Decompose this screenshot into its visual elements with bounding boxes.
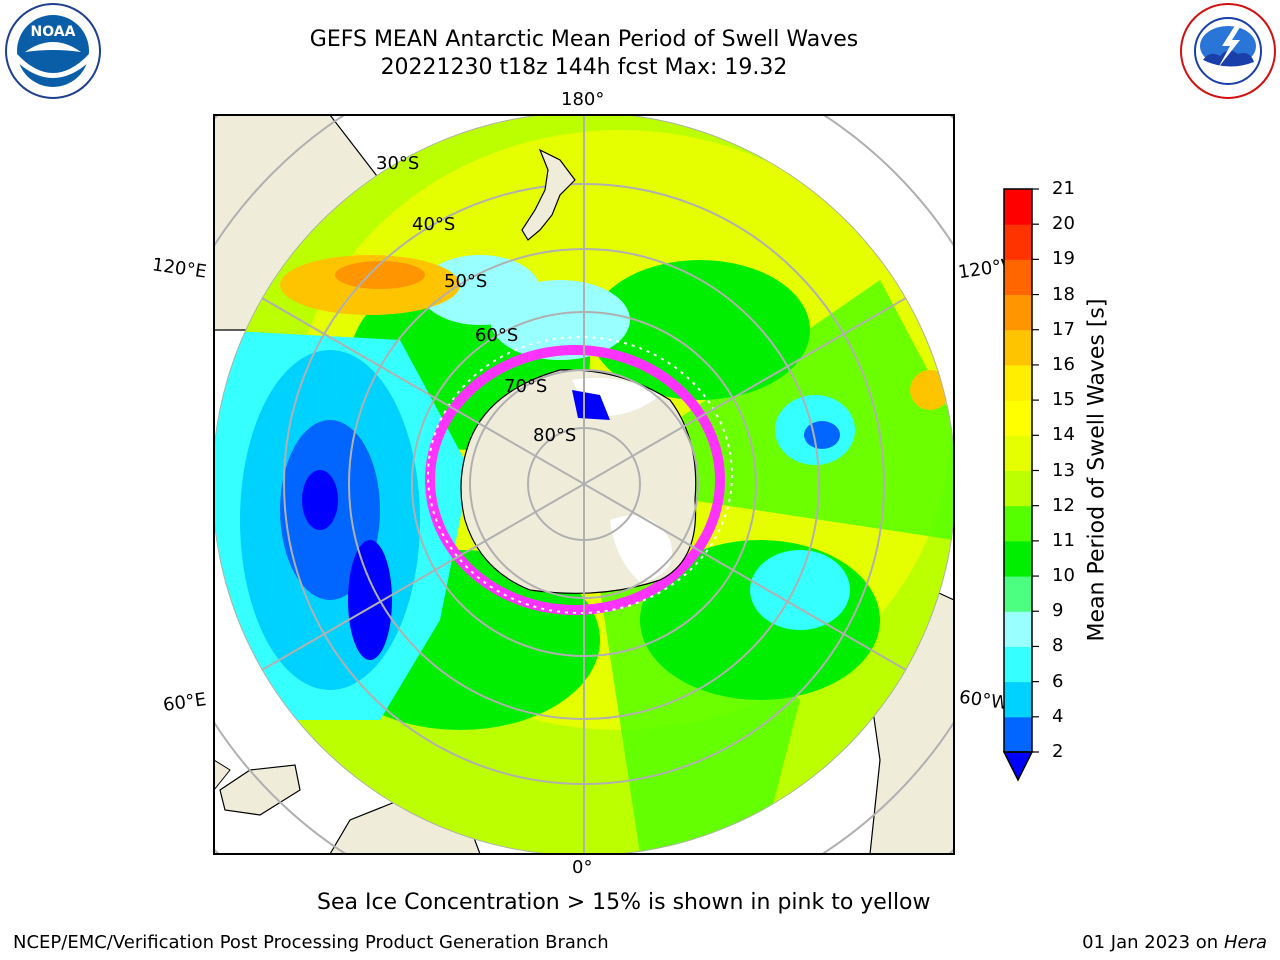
colorbar-tick-label: 10 xyxy=(1052,565,1075,587)
colorbar-tick-label: 11 xyxy=(1052,529,1075,551)
colorbar-segment xyxy=(1004,189,1032,225)
colorbar-segment xyxy=(1004,400,1032,436)
colorbar-segment xyxy=(1004,329,1032,366)
lat-label-80s: 80°S xyxy=(533,425,577,446)
lat-label-30s: 30°S xyxy=(376,153,420,174)
noaa-logo-text: NOAA xyxy=(31,24,76,40)
chart-subtitle: 20221230 t18z 144h fcst Max: 19.32 xyxy=(380,55,788,80)
colorbar-tick-label: 13 xyxy=(1052,459,1075,481)
colorbar xyxy=(1002,188,1039,782)
lat-label-60s: 60°S xyxy=(475,325,519,346)
lat-label-70s: 70°S xyxy=(504,376,548,397)
colorbar-segment xyxy=(1004,505,1032,542)
map-frame xyxy=(213,114,955,855)
colorbar-segment xyxy=(1004,435,1032,471)
colorbar-tick-label: 21 xyxy=(1052,178,1075,199)
colorbar-segment xyxy=(1004,259,1032,296)
colorbar-tick-label: 18 xyxy=(1052,283,1075,305)
colorbar-tick-label: 17 xyxy=(1052,318,1075,340)
colorbar-tick-label: 9 xyxy=(1052,600,1064,622)
ross-ice-shelf xyxy=(610,515,672,582)
chart-title: GEFS MEAN Antarctic Mean Period of Swell… xyxy=(309,27,859,52)
nws-logo xyxy=(1180,3,1276,99)
colorbar-label: Mean Period of Swell Waves [s] xyxy=(1084,298,1110,642)
colorbar-segment xyxy=(1004,294,1032,331)
colorbar-segment xyxy=(1004,716,1032,753)
colorbar-tick-label: 12 xyxy=(1052,494,1075,516)
colorbar-segment xyxy=(1004,470,1032,507)
colorbar-tick-label: 20 xyxy=(1052,213,1075,235)
colorbar-tick-label: 16 xyxy=(1052,353,1075,375)
colorbar-segment xyxy=(1004,681,1032,718)
noaa-logo: NOAA xyxy=(5,3,101,99)
footer-credit: NCEP/EMC/Verification Post Processing Pr… xyxy=(13,932,609,953)
sea-ice-note: Sea Ice Concentration > 15% is shown in … xyxy=(317,890,931,915)
lon-label-180: 180° xyxy=(561,89,605,110)
footer-host: Hera xyxy=(1223,932,1267,953)
footer-date-text: 01 Jan 2023 on xyxy=(1082,932,1224,953)
footer-date: 01 Jan 2023 on Hera xyxy=(1082,932,1267,953)
colorbar-tick-label: 2 xyxy=(1052,741,1064,762)
colorbar-tick-label: 8 xyxy=(1052,635,1064,657)
colorbar-segment xyxy=(1004,576,1032,612)
new-zealand-land xyxy=(521,148,576,241)
colorbar-tick-label: 4 xyxy=(1052,705,1064,727)
colorbar-tick-label: 19 xyxy=(1052,248,1075,270)
colorbar-segment xyxy=(1004,364,1032,401)
colorbar-segment xyxy=(1004,646,1032,683)
colorbar-segment xyxy=(1004,540,1032,577)
colorbar-segment xyxy=(1004,611,1032,647)
colorbar-tick-label: 14 xyxy=(1052,424,1075,446)
lon-label-0: 0° xyxy=(572,857,593,878)
colorbar-tick-label: 15 xyxy=(1052,389,1075,411)
lat-label-40s: 40°S xyxy=(412,214,456,235)
colorbar-under-arrow xyxy=(1002,751,1034,782)
colorbar-segment xyxy=(1004,224,1032,260)
weddell-blue-patch xyxy=(572,390,610,420)
colorbar-tick-label: 6 xyxy=(1052,670,1064,692)
lat-label-50s: 50°S xyxy=(444,271,488,292)
